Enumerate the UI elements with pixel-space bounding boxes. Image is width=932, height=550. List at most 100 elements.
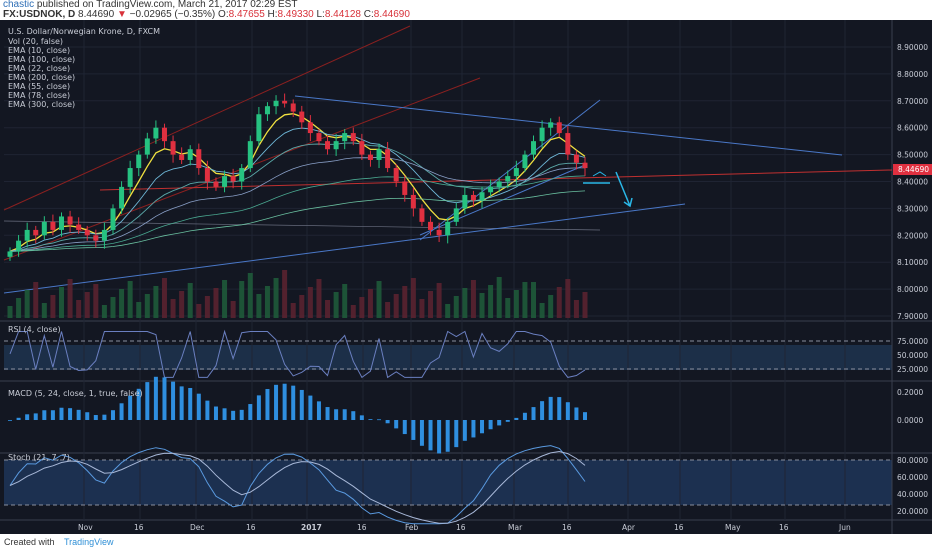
rsi-tick: 25.0000	[897, 365, 928, 374]
candle-body[interactable]	[144, 138, 150, 155]
candle-body[interactable]	[247, 141, 253, 169]
candle-body[interactable]	[33, 229, 39, 236]
candle-body[interactable]	[101, 229, 107, 241]
candle-body[interactable]	[110, 208, 116, 230]
candle-body[interactable]	[84, 229, 90, 236]
candle-body[interactable]	[58, 216, 64, 230]
candle-body[interactable]	[67, 216, 73, 225]
tradingview-logo[interactable]: TradingView	[64, 537, 114, 547]
candle-body[interactable]	[7, 251, 13, 257]
candle-body[interactable]	[445, 221, 451, 236]
candle-body[interactable]	[187, 149, 193, 160]
candle-body[interactable]	[307, 122, 313, 134]
candle-body[interactable]	[196, 149, 202, 169]
volume-bar	[204, 296, 210, 318]
time-tick: May	[725, 523, 741, 532]
candle-body[interactable]	[548, 122, 554, 128]
rising-channel-upper[interactable]	[419, 99, 601, 241]
macd-bar	[334, 409, 339, 420]
candle-body[interactable]	[513, 168, 519, 177]
candle-body[interactable]	[359, 141, 365, 155]
candle-body[interactable]	[376, 149, 382, 160]
volume-bar	[307, 287, 313, 318]
candle-body[interactable]	[290, 103, 296, 112]
candle-body[interactable]	[170, 141, 176, 155]
candle-body[interactable]	[402, 181, 408, 195]
candle-body[interactable]	[333, 141, 339, 150]
candle-body[interactable]	[539, 127, 545, 142]
candle-body[interactable]	[488, 186, 494, 193]
published-text: published on TradingView.com, March 21, …	[36, 0, 298, 10]
candle-body[interactable]	[93, 235, 99, 241]
legend-vol: Vol (20, false)	[8, 37, 63, 46]
candle-body[interactable]	[282, 100, 288, 104]
candle-body[interactable]	[565, 133, 571, 155]
chart-canvas[interactable]: U.S. Dollar/Norwegian Krone, D, FXCM Vol…	[0, 20, 932, 534]
volume-bar	[7, 306, 13, 318]
candle-body[interactable]	[256, 114, 262, 142]
candle-body[interactable]	[436, 229, 442, 236]
candle-body[interactable]	[342, 133, 348, 142]
volume-bar	[93, 284, 99, 318]
support-trendline[interactable]	[3, 203, 686, 294]
projection-arrow[interactable]	[615, 171, 631, 207]
candle-body[interactable]	[161, 127, 167, 142]
candle-body[interactable]	[153, 127, 159, 139]
candle-body[interactable]	[385, 149, 391, 169]
macd-bar	[583, 412, 587, 420]
candle-body[interactable]	[325, 141, 331, 150]
candle-body[interactable]	[239, 168, 245, 182]
macd-bar	[93, 415, 98, 420]
candle-body[interactable]	[273, 100, 279, 107]
candle-body[interactable]	[410, 194, 416, 209]
macd-bar	[299, 389, 304, 420]
candle-body[interactable]	[582, 162, 588, 169]
candle-body[interactable]	[522, 154, 528, 169]
candle-body[interactable]	[230, 176, 236, 182]
macd-bar	[445, 420, 450, 452]
legend-ema-10: EMA (10, close)	[8, 46, 70, 55]
candle-body[interactable]	[316, 133, 322, 142]
volume-bar	[573, 300, 579, 318]
candle-body[interactable]	[24, 229, 30, 241]
candle-body[interactable]	[16, 240, 22, 252]
candle-body[interactable]	[222, 176, 228, 187]
candle-body[interactable]	[573, 154, 579, 163]
candle-body[interactable]	[556, 122, 562, 134]
candle-body[interactable]	[505, 176, 511, 182]
candle-body[interactable]	[179, 154, 185, 160]
candle-body[interactable]	[428, 221, 434, 230]
volume-bar	[179, 291, 185, 318]
channel-line-upper[interactable]	[3, 25, 411, 211]
resistance-trendline[interactable]	[294, 95, 843, 156]
candle-body[interactable]	[119, 186, 125, 209]
candle-body[interactable]	[41, 221, 47, 236]
candle-body[interactable]	[419, 208, 425, 222]
macd-bar	[222, 408, 227, 420]
time-tick: 16	[357, 523, 367, 532]
candle-body[interactable]	[462, 194, 468, 209]
candle-body[interactable]	[453, 208, 459, 222]
candle-body[interactable]	[350, 133, 356, 142]
candle-body[interactable]	[470, 194, 476, 201]
close-label: C:	[363, 9, 374, 20]
volume-bar	[153, 286, 159, 318]
time-tick: 16	[779, 523, 789, 532]
candle-body[interactable]	[204, 168, 210, 182]
candle-body[interactable]	[264, 106, 270, 115]
candle-body[interactable]	[127, 168, 133, 187]
candle-body[interactable]	[50, 221, 56, 230]
author-link[interactable]: chastic	[3, 0, 35, 10]
candle-body[interactable]	[393, 168, 399, 182]
candle-body[interactable]	[367, 154, 373, 160]
candle-body[interactable]	[496, 181, 502, 187]
volume-bar	[342, 284, 348, 318]
candle-body[interactable]	[299, 111, 305, 123]
candle-body[interactable]	[213, 181, 219, 187]
candle-body[interactable]	[136, 154, 142, 169]
candle-body[interactable]	[479, 192, 485, 201]
macd-bar	[8, 420, 12, 421]
time-tick: Jun	[838, 523, 851, 532]
candle-body[interactable]	[76, 224, 82, 230]
candle-body[interactable]	[531, 141, 537, 155]
